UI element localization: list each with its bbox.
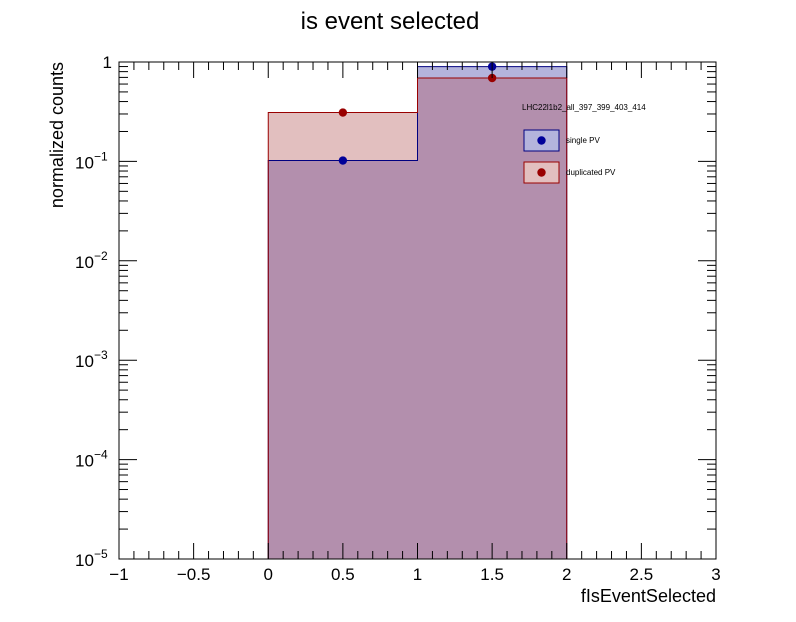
y-tick-exponent: −5 [94,547,108,561]
y-tick-label: 10 [75,153,94,172]
bar-overlap-1 [417,78,567,559]
y-tick-label: 10 [75,452,94,471]
x-tick-label: 1.5 [480,565,504,584]
legend: LHC22l1b2_all_397_399_403_414 single PV d… [522,103,646,184]
y-tick-exponent: −4 [94,448,108,462]
x-tick-label: 3 [711,565,720,584]
legend-marker [537,136,546,145]
y-axis-ticks [119,66,716,560]
y-tick-label: 10 [75,253,94,272]
x-tick-label: 2.5 [630,565,654,584]
x-axis-title: fIsEventSelected [581,586,716,606]
y-axis-title: normalized counts [47,62,67,208]
point-duplicated-pv-1 [487,73,497,83]
histogram-bars [267,66,568,559]
x-tick-labels: −1 −0.5 0 0.5 1 1.5 2 2.5 3 [109,565,720,584]
y-tick-exponent: −2 [94,249,108,263]
legend-marker [537,168,546,177]
x-tick-label: 0 [264,565,273,584]
chart-title: is event selected [301,8,480,35]
x-tick-label: 2 [562,565,571,584]
legend-header: LHC22l1b2_all_397_399_403_414 [522,103,646,112]
bar-overlap-0 [268,160,418,559]
point-single-pv-0 [338,156,348,165]
x-tick-label: 0.5 [331,565,355,584]
y-tick-exponent: −1 [94,149,108,163]
y-tick-labels: 10 −510 −410 −310 −210 −11 [75,53,112,570]
y-tick-label: 10 [75,551,94,570]
x-tick-label: −1 [109,565,128,584]
legend-label: single PV [566,136,600,145]
x-tick-label: 1 [413,565,422,584]
y-tick-exponent: −3 [94,348,108,362]
x-tick-label: −0.5 [177,565,211,584]
y-tick-label: 10 [75,352,94,371]
legend-label: duplicated PV [566,168,616,177]
x-axis-ticks [118,62,717,559]
point-duplicated-pv-0 [338,108,348,117]
y-tick-label: 1 [103,53,112,72]
outline-duplicated-pv [267,77,568,559]
